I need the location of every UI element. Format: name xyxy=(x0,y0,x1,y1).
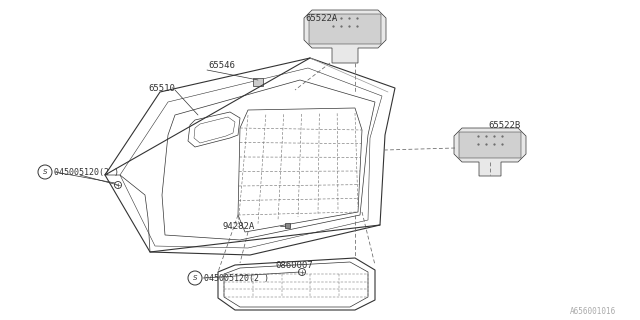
Polygon shape xyxy=(454,128,526,176)
Bar xyxy=(285,223,290,228)
Text: 65510: 65510 xyxy=(148,84,175,92)
Text: 0860007: 0860007 xyxy=(275,260,312,269)
Bar xyxy=(253,78,263,86)
Polygon shape xyxy=(309,14,381,44)
Text: 65546: 65546 xyxy=(208,60,235,69)
Text: S: S xyxy=(43,169,47,175)
Text: 65522B: 65522B xyxy=(488,121,520,130)
Text: S: S xyxy=(193,275,197,281)
Text: 65522A: 65522A xyxy=(305,13,337,22)
Text: 94282A: 94282A xyxy=(222,221,254,230)
Polygon shape xyxy=(459,132,521,158)
Text: A656001016: A656001016 xyxy=(570,308,616,316)
Polygon shape xyxy=(218,258,375,310)
Text: 045005120(2 ): 045005120(2 ) xyxy=(54,167,119,177)
Polygon shape xyxy=(105,58,395,255)
Polygon shape xyxy=(304,10,386,63)
Text: 045005120(2 ): 045005120(2 ) xyxy=(204,274,269,283)
